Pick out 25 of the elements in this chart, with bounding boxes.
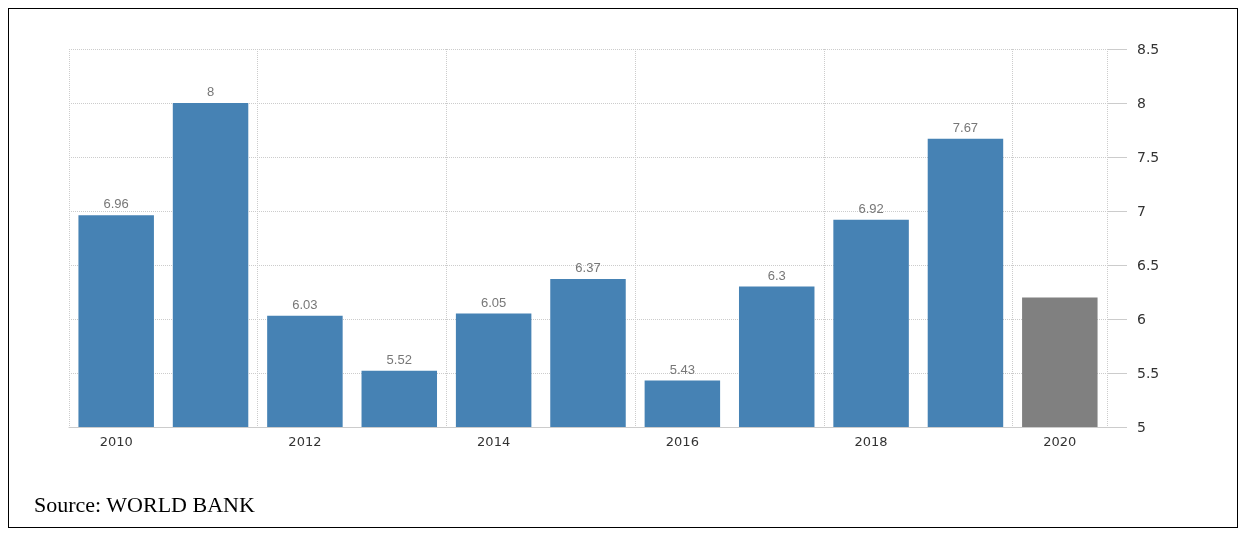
data-label: 6.37	[575, 260, 601, 276]
x-tick-label: 2014	[477, 434, 511, 449]
x-tick-label: 2016	[665, 434, 699, 449]
y-tick-label: 8	[1137, 95, 1146, 111]
data-label: 7.67	[952, 119, 979, 135]
data-label: 6.3	[767, 267, 786, 283]
x-tick-label: 2010	[99, 434, 133, 449]
y-tick-label: 7	[1137, 203, 1146, 219]
y-tick-label: 8.5	[1137, 41, 1160, 57]
y-tick-label: 6	[1137, 311, 1146, 327]
x-tick-label: 2018	[854, 434, 888, 449]
data-label: 6.92	[858, 200, 884, 216]
y-tick-label: 5	[1137, 419, 1146, 435]
data-label: 5.52	[386, 351, 412, 367]
data-label: 6.05	[480, 294, 507, 310]
y-tick-label: 6.5	[1137, 257, 1160, 273]
data-label: 6.03	[292, 296, 318, 312]
y-tick-label: 7.5	[1137, 149, 1160, 165]
data-label: 5.43	[669, 361, 696, 377]
y-tick-label: 5.5	[1137, 365, 1160, 381]
data-label: 6.96	[103, 196, 129, 212]
data-label: 8	[206, 84, 215, 99]
x-tick-label: 2020	[1043, 434, 1077, 449]
x-tick-label: 2012	[288, 434, 322, 449]
source-note: Source: WORLD BANK	[34, 491, 255, 517]
